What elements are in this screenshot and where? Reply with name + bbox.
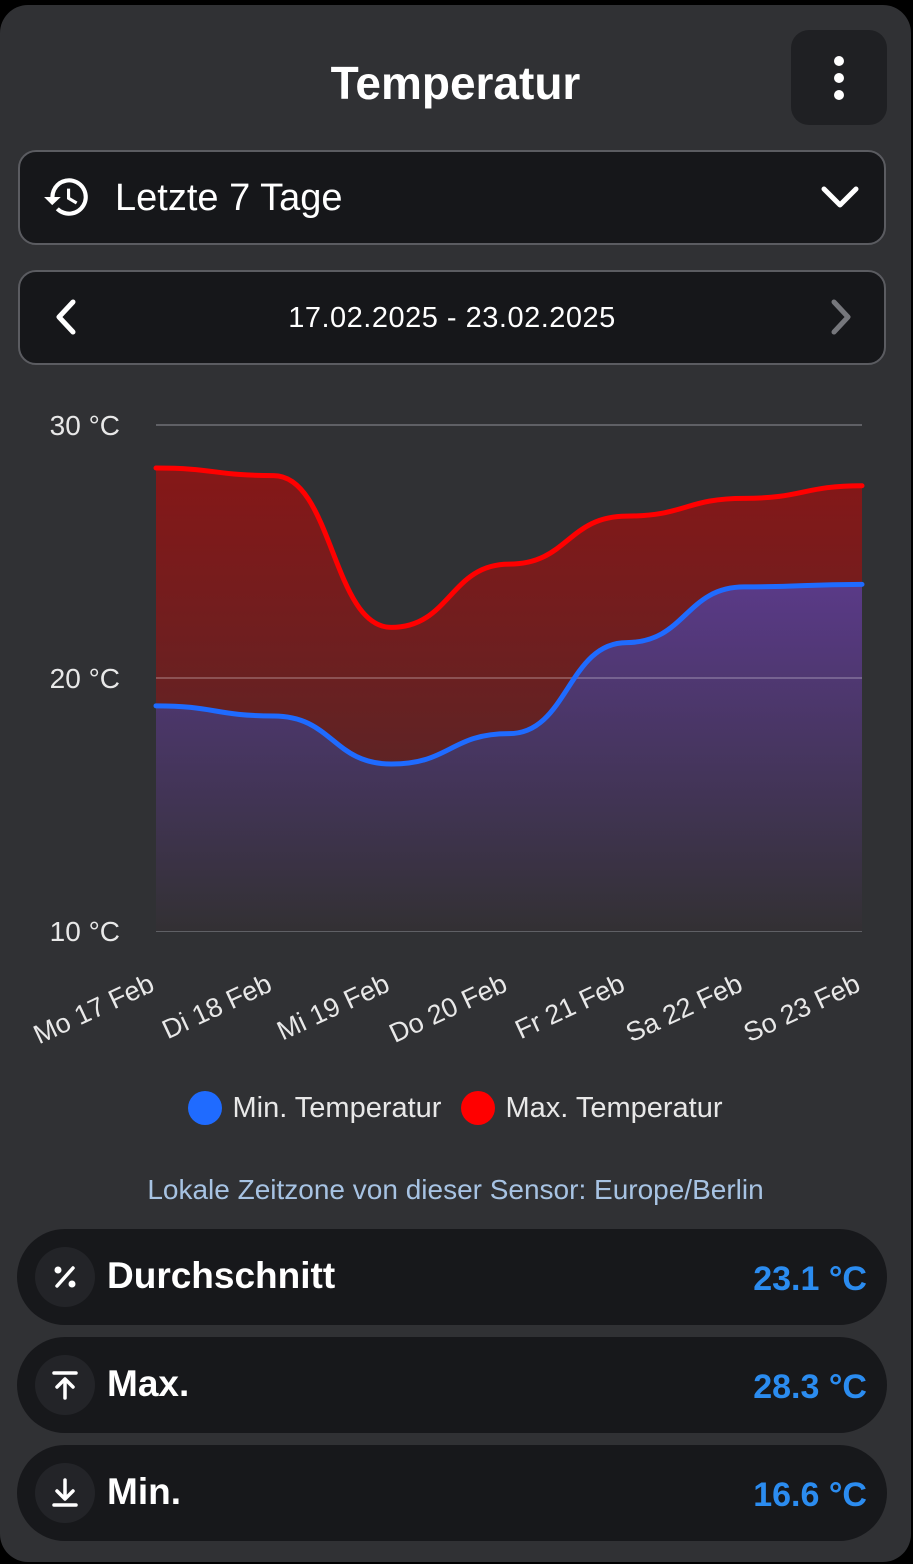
legend-label-max: Max. Temperatur bbox=[505, 1091, 723, 1124]
stat-value-min: 16.6 °C bbox=[753, 1476, 867, 1514]
x-tick-label: Mo 17 Feb bbox=[29, 968, 159, 1050]
arrow-down-to-line-icon bbox=[35, 1463, 95, 1523]
chevron-left-icon bbox=[56, 299, 76, 335]
arrow-up-to-line-icon bbox=[35, 1355, 95, 1415]
date-range-text: 17.02.2025 - 23.02.2025 bbox=[288, 302, 616, 334]
next-period-button[interactable] bbox=[816, 294, 862, 340]
date-range-navigator: 17.02.2025 - 23.02.2025 bbox=[18, 270, 886, 365]
chevron-down-icon bbox=[821, 186, 859, 208]
previous-period-button[interactable] bbox=[45, 294, 91, 340]
stat-label-max: Max. bbox=[107, 1363, 190, 1404]
series-area-min bbox=[156, 584, 862, 931]
series-line-min bbox=[153, 581, 865, 767]
x-tick-label: Sa 22 Feb bbox=[621, 968, 747, 1048]
x-tick-label: Di 18 Feb bbox=[157, 968, 276, 1045]
stat-row-max: Max. 28.3 °C bbox=[17, 1337, 887, 1433]
stat-value-average: 23.1 °C bbox=[753, 1260, 867, 1298]
x-tick-label: Do 20 Feb bbox=[385, 968, 512, 1048]
legend-swatch-max bbox=[461, 1091, 496, 1125]
statistics-card: Temperatur Letzte 7 Tage 17.02.2025 - 23… bbox=[0, 5, 911, 1562]
stat-row-average: Durchschnitt 23.1 °C bbox=[17, 1229, 887, 1325]
chart-legend: Min. Temperatur Max. Temperatur bbox=[0, 1091, 911, 1125]
stat-row-min: Min. 16.6 °C bbox=[17, 1445, 887, 1541]
x-tick-label: Mi 19 Feb bbox=[272, 968, 393, 1046]
y-tick-label: 30 °C bbox=[50, 410, 120, 441]
period-select[interactable]: Letzte 7 Tage bbox=[18, 150, 886, 245]
x-tick-label: So 23 Feb bbox=[739, 968, 865, 1048]
percent-icon bbox=[35, 1247, 95, 1307]
stat-value-max: 28.3 °C bbox=[753, 1368, 867, 1406]
stat-label-average: Durchschnitt bbox=[107, 1255, 336, 1296]
y-tick-label: 20 °C bbox=[50, 663, 120, 694]
period-select-value: Letzte 7 Tage bbox=[115, 177, 343, 219]
legend-swatch-min bbox=[188, 1091, 223, 1125]
more-vertical-icon bbox=[834, 55, 844, 100]
y-tick-label: 10 °C bbox=[50, 916, 120, 947]
x-tick-label: Fr 21 Feb bbox=[510, 968, 629, 1045]
series-line-max bbox=[153, 465, 865, 630]
more-options-button[interactable] bbox=[791, 30, 887, 125]
card-title: Temperatur bbox=[330, 57, 581, 109]
stat-label-min: Min. bbox=[107, 1471, 181, 1512]
legend-item-max[interactable]: Max. Temperatur bbox=[461, 1091, 723, 1125]
legend-item-min[interactable]: Min. Temperatur bbox=[188, 1091, 441, 1125]
chevron-right-icon bbox=[831, 299, 851, 335]
timezone-note: Lokale Zeitzone von dieser Sensor: Europ… bbox=[147, 1174, 764, 1205]
legend-label-min: Min. Temperatur bbox=[232, 1091, 442, 1124]
history-icon bbox=[44, 178, 88, 216]
